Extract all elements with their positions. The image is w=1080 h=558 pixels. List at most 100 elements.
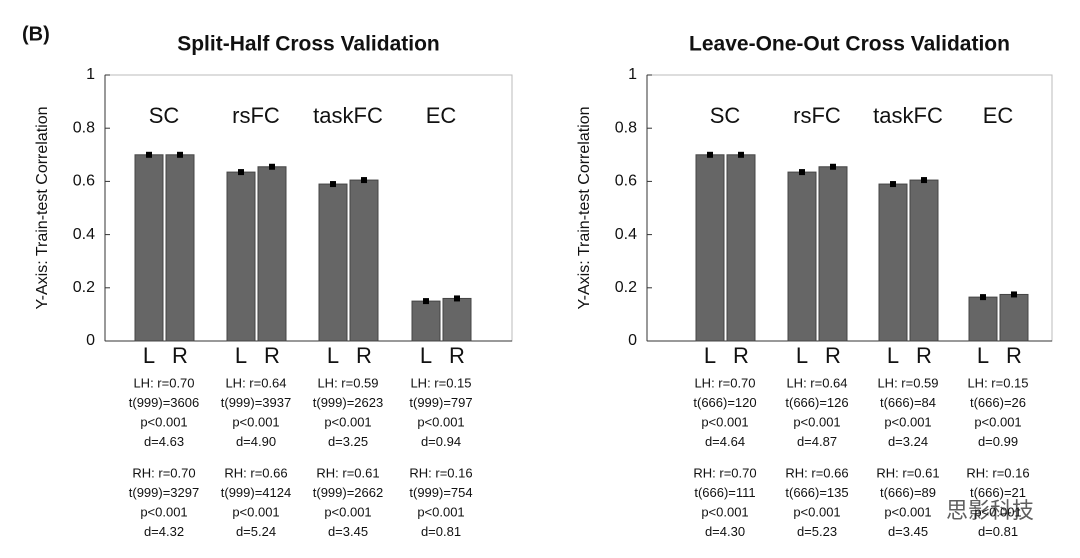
group-label: rsFC [793,103,841,128]
stat-line: RH: r=0.16 [409,465,472,480]
stat-line: p<0.001 [232,504,279,519]
stat-line: t(666)=84 [880,395,936,410]
y-tick-label: 0.2 [73,279,95,296]
stat-line: LH: r=0.70 [133,375,194,390]
group-label: EC [983,103,1014,128]
stat-line: t(999)=3297 [129,485,199,500]
stat-line: t(666)=135 [785,485,848,500]
bar [134,154,164,342]
bar [349,179,379,342]
bar [909,179,939,342]
stat-line: t(666)=26 [970,395,1026,410]
stat-line: d=0.94 [421,434,461,449]
stat-line: t(999)=2662 [313,485,383,500]
stat-line: d=5.23 [797,524,837,539]
stat-line: LH: r=0.15 [967,375,1028,390]
y-tick-label: 0.8 [73,119,95,136]
panel-label: (B) [22,23,50,45]
bar-label: L [887,343,899,368]
bar-label: L [977,343,989,368]
error-center [890,181,896,188]
bar-label: R [264,343,280,368]
error-center [238,169,244,176]
bar [999,293,1029,342]
stat-line: d=3.24 [888,434,928,449]
stat-line: RH: r=0.70 [693,465,756,480]
stat-line: t(666)=120 [693,395,756,410]
error-center [738,151,744,158]
bar-label: R [825,343,841,368]
error-center [146,151,152,158]
stat-line: t(666)=111 [694,485,755,500]
stat-line: d=3.25 [328,434,368,449]
stat-line: p<0.001 [140,414,187,429]
stat-line: LH: r=0.59 [317,375,378,390]
stat-line: t(999)=3606 [129,395,199,410]
error-center [330,181,336,188]
error-center [423,298,429,305]
stat-line: t(999)=4124 [221,485,291,500]
error-center [799,169,805,176]
error-center [1011,291,1017,298]
stat-line: RH: r=0.70 [132,465,195,480]
y-tick-label: 0 [86,332,95,349]
error-center [454,295,460,302]
stat-line: RH: r=0.66 [785,465,848,480]
stat-line: p<0.001 [884,504,931,519]
group-label: EC [426,103,457,128]
stat-line: p<0.001 [417,414,464,429]
group-label: taskFC [873,103,943,128]
y-tick-label: 0.6 [615,173,637,190]
stat-line: p<0.001 [974,504,1021,519]
stat-line: d=0.81 [421,524,461,539]
bar-label: L [704,343,716,368]
stat-line: p<0.001 [417,504,464,519]
bar [787,171,817,342]
stat-line: p<0.001 [974,414,1021,429]
y-tick-label: 0.4 [615,226,637,243]
group-label: SC [710,103,741,128]
stat-line: RH: r=0.16 [966,465,1029,480]
bar-label: L [327,343,339,368]
bar-label: R [356,343,372,368]
stat-line: d=4.30 [705,524,745,539]
bar [878,183,908,342]
stat-line: LH: r=0.70 [694,375,755,390]
stat-line: t(666)=89 [880,485,936,500]
bar-label: R [1006,343,1022,368]
error-center [921,177,927,184]
stat-line: LH: r=0.15 [410,375,471,390]
y-axis-label: Y-Axis: Train-test Correlation [34,106,51,309]
error-center [707,151,713,158]
bar [968,296,998,342]
stat-line: LH: r=0.64 [786,375,847,390]
stat-line: p<0.001 [140,504,187,519]
y-tick-label: 1 [628,66,637,83]
bar [818,166,848,342]
bar-label: L [235,343,247,368]
y-tick-label: 0.4 [73,226,95,243]
y-tick-label: 0.8 [615,119,637,136]
bar-label: L [420,343,432,368]
stat-line: t(666)=126 [785,395,848,410]
stat-line: d=3.45 [328,524,368,539]
error-center [269,163,275,170]
bar [165,154,195,342]
bar-label: R [733,343,749,368]
stat-line: d=4.63 [144,434,184,449]
stat-line: p<0.001 [324,504,371,519]
chart-title: Leave-One-Out Cross Validation [689,33,1010,56]
stat-line: t(999)=797 [409,395,472,410]
error-center [830,163,836,170]
stat-line: d=4.64 [705,434,745,449]
error-center [361,177,367,184]
bar-label: R [916,343,932,368]
group-label: taskFC [313,103,383,128]
bar [726,154,756,342]
stat-line: d=0.81 [978,524,1018,539]
stat-line: d=4.32 [144,524,184,539]
bar [411,300,441,342]
group-label: SC [149,103,180,128]
group-label: rsFC [232,103,280,128]
